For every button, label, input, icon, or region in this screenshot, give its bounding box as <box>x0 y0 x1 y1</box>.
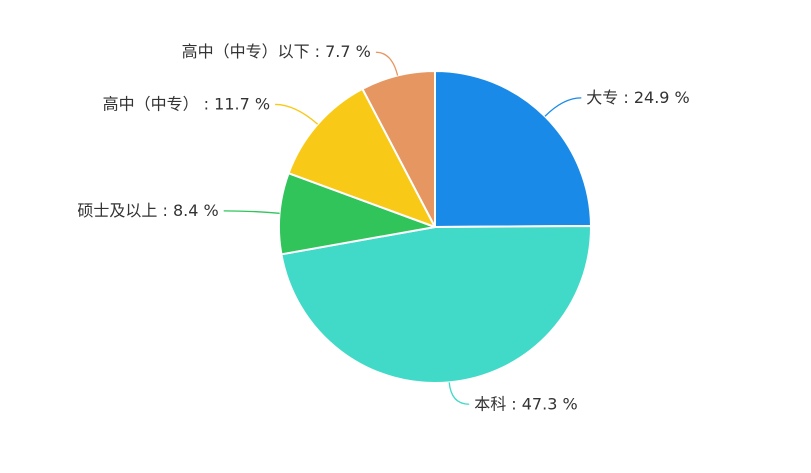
pie-leader-line <box>375 51 399 76</box>
pie-slice-label: 本科 : 47.3 % <box>474 394 577 413</box>
pie-slice-label: 高中（中专） : 11.7 % <box>103 94 270 113</box>
pie-slice[interactable] <box>280 225 593 384</box>
pie-slice-label: 高中（中专）以下 : 7.7 % <box>182 42 371 61</box>
pie-slice[interactable] <box>434 70 592 228</box>
pie-leader-line <box>544 97 582 117</box>
pie-leader-line <box>223 210 280 214</box>
pie-slice[interactable] <box>287 87 436 228</box>
pie-slice[interactable] <box>361 70 436 228</box>
pie-leader-line <box>275 103 319 125</box>
pie-leader-line <box>448 382 470 405</box>
pie-slice-label: 硕士及以上 : 8.4 % <box>77 201 218 220</box>
pie-labels: 大专 : 24.9 % 本科 : 47.3 % 硕士及以上 : 8.4 % 高中（中专… <box>77 42 689 413</box>
pie-leader-lines <box>223 51 582 405</box>
pie-slices <box>278 70 593 384</box>
pie-slice-label: 大专 : 24.9 % <box>586 88 689 107</box>
